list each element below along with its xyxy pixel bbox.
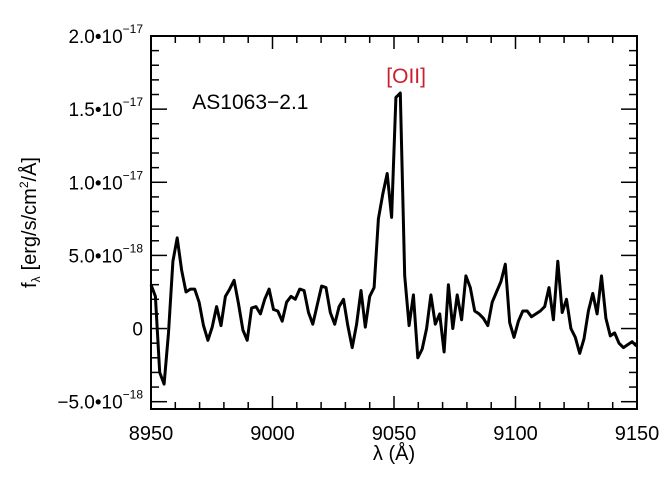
y-axis-label-unit: [erg/s/cm <box>19 188 41 270</box>
annotation-line: [OII] <box>386 65 426 88</box>
axis-ticks <box>150 35 638 409</box>
y-tick-label: 1.0•10−17 <box>68 168 143 194</box>
x-tick-label: 9100 <box>493 423 538 445</box>
y-axis-label-sub: λ <box>29 276 43 282</box>
y-axis-label-sup: 2 <box>17 181 31 188</box>
plot-frame <box>150 35 638 410</box>
y-tick-label: 5.0•10−18 <box>68 241 143 267</box>
y-axis-label-unit-end: /Å] <box>18 157 41 181</box>
y-axis-label: fλ [erg/s/cm2/Å] <box>17 157 43 288</box>
annotation-object: AS1063−2.1 <box>192 91 308 114</box>
annotations: AS1063−2.1 [OII] <box>192 65 426 114</box>
y-tick-label: 2.0•10−17 <box>68 22 143 48</box>
y-tick-label: −5.0•10−18 <box>57 388 143 414</box>
y-tick-label: 1.5•10−17 <box>68 95 143 121</box>
y-tick-labels: 2.0•10−17 1.5•10−17 1.0•10−17 5.0•10−18 0 −5.… <box>57 22 143 414</box>
y-axis-label-f: f <box>19 282 41 288</box>
x-tick-label: 8950 <box>129 423 174 445</box>
x-tick-label: 9050 <box>372 423 417 445</box>
x-tick-label: 9150 <box>615 423 660 445</box>
spectrum-line <box>149 91 638 386</box>
x-tick-labels: 8950 9000 9050 9100 9150 <box>129 423 660 445</box>
y-tick-label: 0 <box>132 320 143 341</box>
x-tick-label: 9000 <box>250 423 295 445</box>
x-axis-label: λ (Å) <box>373 442 415 465</box>
series-layer <box>149 91 638 386</box>
